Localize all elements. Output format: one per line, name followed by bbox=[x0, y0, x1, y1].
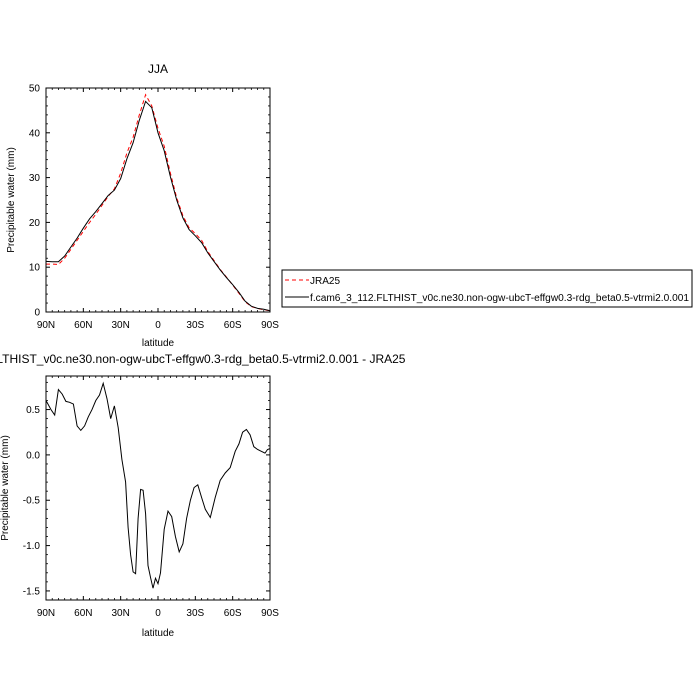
panel2-y-tick-label: -0.5 bbox=[23, 496, 41, 507]
panel2-x-ticks: 90N 60N 30N 0 30S 60S 90S bbox=[37, 376, 279, 619]
panel2-x-tick-label: 60S bbox=[224, 608, 242, 619]
panel2-x-tick-label: 30S bbox=[186, 608, 204, 619]
panel2-series-line-0 bbox=[45, 381, 271, 589]
legend-label-jra25: JRA25 bbox=[310, 276, 340, 287]
panel1-lines bbox=[45, 93, 271, 312]
panel2-y-ticks: -1.5 -1.0 -0.5 0.0 0.5 bbox=[23, 381, 270, 601]
panel1-y-tick-label: 10 bbox=[29, 263, 41, 274]
panel2-frame bbox=[45, 375, 271, 601]
legend-label-model: f.cam6_3_112.FLTHIST_v0c.ne30.non-ogw-ub… bbox=[310, 293, 689, 304]
panel1-x-tick-label: 0 bbox=[155, 320, 161, 331]
panel2-title: f.cam6_3_112.FLTHIST_v0c.ne30.non-ogw-ub… bbox=[0, 352, 406, 366]
panel-jja: JJA 90N 60N 30N 0 30S 60S 90S 0 10 20 30 40 50 lati… bbox=[6, 62, 279, 349]
panel1-series-line-0 bbox=[46, 93, 271, 312]
panel1-y-label: Precipitable water (mm) bbox=[6, 147, 17, 253]
panel2-y-tick-label: 0.5 bbox=[26, 405, 40, 416]
panel2-x-tick-label: 90N bbox=[37, 608, 55, 619]
panel2-y-label: Precipitable water (mm) bbox=[0, 435, 11, 541]
panel1-y-ticks: 0 10 20 30 40 50 bbox=[29, 84, 270, 319]
panel2-y-tick-label: -1.5 bbox=[23, 586, 41, 597]
panel1-x-ticks: 90N 60N 30N 0 30S 60S 90S bbox=[37, 88, 279, 331]
panel1-y-tick-label: 50 bbox=[29, 84, 41, 95]
panel1-x-tick-label: 60N bbox=[74, 320, 92, 331]
panel1-y-tick-label: 0 bbox=[34, 308, 40, 319]
panel2-x-tick-label: 60N bbox=[74, 608, 92, 619]
panel2-x-tick-label: 0 bbox=[155, 608, 161, 619]
legend-box bbox=[281, 269, 693, 308]
panel1-series-line-1 bbox=[45, 100, 271, 312]
panel1-x-label: latitude bbox=[142, 338, 175, 349]
panel1-title: JJA bbox=[148, 62, 168, 76]
panel1-x-tick-label: 30N bbox=[111, 320, 129, 331]
panel-difference: f.cam6_3_112.FLTHIST_v0c.ne30.non-ogw-ub… bbox=[0, 352, 406, 639]
panel1-x-tick-label: 60S bbox=[224, 320, 242, 331]
panel2-x-tick-label: 90S bbox=[261, 608, 279, 619]
legend: JRA25 f.cam6_3_112.FLTHIST_v0c.ne30.non-… bbox=[281, 269, 693, 308]
panel2-x-label: latitude bbox=[142, 628, 175, 639]
panel2-lines bbox=[45, 381, 271, 589]
panel2-x-tick-label: 30N bbox=[111, 608, 129, 619]
panel1-x-tick-label: 90N bbox=[37, 320, 55, 331]
panel1-y-tick-label: 40 bbox=[29, 128, 41, 139]
panel2-y-tick-label: -1.0 bbox=[23, 541, 41, 552]
panel2-y-tick-label: 0.0 bbox=[26, 450, 40, 461]
panel1-x-tick-label: 90S bbox=[261, 320, 279, 331]
panel1-y-tick-label: 20 bbox=[29, 218, 41, 229]
panel1-x-tick-label: 30S bbox=[186, 320, 204, 331]
panel1-y-tick-label: 30 bbox=[29, 173, 41, 184]
panel1-frame bbox=[45, 87, 271, 313]
